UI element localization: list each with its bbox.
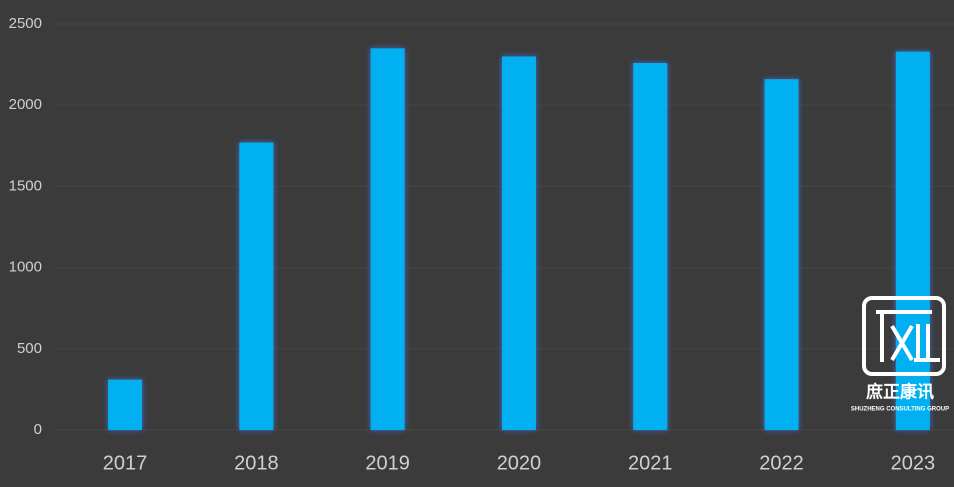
- y-tick-label: 2000: [9, 96, 42, 113]
- y-tick-label: 1500: [9, 177, 42, 194]
- bar: [370, 48, 405, 431]
- bar: [108, 379, 143, 430]
- watermark: 庶正康讯 SHUZHENG CONSULTING GROUP: [851, 296, 949, 413]
- x-tick-label: 2022: [759, 452, 804, 474]
- bar: [633, 62, 668, 430]
- y-tick-label: 1000: [9, 259, 42, 276]
- plot-area: 0 500 1000 1500 2000 2500 2017 2018 2019 2020 2021…: [9, 15, 954, 474]
- x-tick-label: 2018: [234, 452, 279, 474]
- watermark-tagline: SHUZHENG CONSULTING GROUP: [851, 407, 949, 413]
- logo-glyph: [876, 310, 940, 362]
- y-tick-label: 500: [17, 340, 42, 357]
- logo-frame: [862, 296, 946, 376]
- bar: [764, 79, 799, 430]
- x-tick-label: 2021: [628, 452, 673, 474]
- x-tick-label: 2020: [497, 452, 542, 474]
- y-tick-label: 0: [34, 421, 42, 438]
- bar: [895, 51, 930, 430]
- y-tick-label: 2500: [9, 15, 42, 32]
- watermark-name: 庶正康讯: [866, 381, 934, 401]
- x-tick-label: 2023: [891, 452, 936, 474]
- bar: [501, 56, 536, 430]
- x-tick-label: 2019: [365, 452, 410, 474]
- bar: [239, 142, 274, 430]
- x-tick-label: 2017: [103, 452, 148, 474]
